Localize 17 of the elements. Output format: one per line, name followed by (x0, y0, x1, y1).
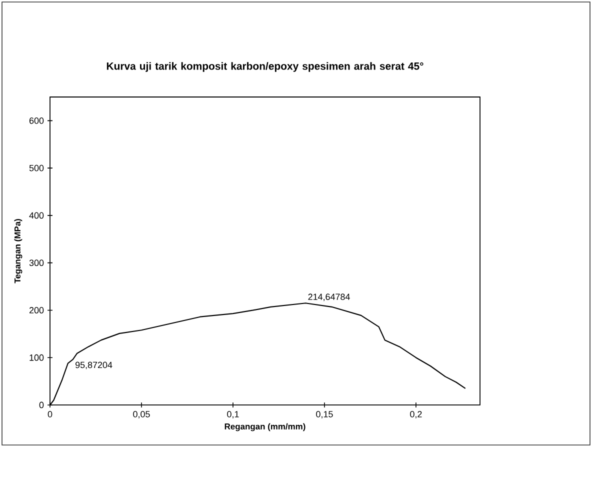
annotation: 214,64784 (308, 294, 350, 302)
y-tick-label: 100 (30, 354, 44, 361)
x-tick-label: 0,05 (133, 411, 150, 418)
y-tick-label: 400 (29, 212, 44, 219)
y-axis-title: Tegangan (MPa) (14, 219, 22, 284)
y-tick-label: 300 (29, 260, 44, 266)
y-tick-label: 500 (29, 164, 44, 172)
y-tick-label: 600 (29, 118, 44, 124)
x-tick-label: 0,1 (227, 411, 239, 418)
x-tick-label: 0 (48, 411, 52, 418)
y-tick-label: 200 (29, 307, 44, 314)
chart-title: Kurva uji tarik komposit karbon/epoxy spesimen arah serat 45° (106, 62, 424, 72)
x-tick-label: 0,2 (410, 411, 422, 418)
annotation: 95,87204 (76, 362, 112, 370)
x-axis-title: Regangan (mm/mm) (224, 423, 306, 432)
y-tick-label: 0 (39, 402, 44, 408)
x-tick-label: 0,15 (316, 411, 333, 418)
